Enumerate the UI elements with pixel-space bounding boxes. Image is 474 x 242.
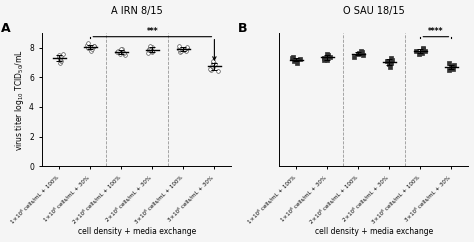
Point	[209, 59, 216, 63]
Point	[383, 59, 390, 63]
Point	[207, 67, 214, 70]
Point	[421, 50, 428, 53]
Title: A IRN 8/15: A IRN 8/15	[111, 6, 163, 15]
Point	[87, 49, 95, 53]
Point	[56, 58, 64, 61]
Point	[419, 47, 427, 51]
Point	[180, 48, 188, 52]
Point	[448, 64, 456, 68]
Point	[120, 51, 128, 55]
Point	[55, 53, 63, 57]
Point	[144, 51, 152, 55]
Point	[113, 50, 121, 54]
Point	[114, 50, 121, 53]
Point	[209, 61, 216, 65]
Text: A: A	[0, 22, 10, 35]
Point	[59, 53, 67, 56]
Point	[296, 57, 303, 61]
Point	[145, 47, 153, 51]
X-axis label: cell density + media exchange: cell density + media exchange	[315, 227, 433, 236]
Point	[56, 61, 64, 65]
Point	[357, 50, 365, 53]
Point	[320, 58, 328, 61]
Point	[90, 44, 98, 47]
Point	[84, 41, 91, 45]
Point	[385, 62, 393, 66]
Point	[324, 53, 332, 57]
Point	[146, 44, 154, 48]
Point	[83, 43, 91, 47]
Point	[57, 54, 64, 58]
Point	[121, 53, 129, 57]
Point	[288, 56, 295, 60]
Point	[56, 56, 64, 60]
Point	[182, 50, 190, 53]
Point	[445, 68, 452, 72]
Point	[291, 59, 298, 63]
Point	[210, 65, 217, 69]
Point	[85, 46, 92, 50]
Point	[356, 51, 363, 55]
Point	[57, 59, 65, 63]
Point	[146, 46, 154, 50]
Point	[350, 55, 357, 59]
X-axis label: cell density + media exchange: cell density + media exchange	[78, 227, 196, 236]
Point	[327, 55, 334, 59]
Point	[175, 44, 183, 48]
Point	[449, 67, 457, 70]
Point	[208, 68, 215, 72]
Point	[320, 56, 328, 60]
Point	[89, 47, 96, 51]
Point	[413, 49, 420, 53]
Point	[292, 58, 300, 61]
Point	[87, 45, 94, 49]
Y-axis label: virus titer log$_{10}$ TCID$_{50}$/mL: virus titer log$_{10}$ TCID$_{50}$/mL	[13, 49, 26, 151]
Text: B: B	[237, 22, 247, 35]
Point	[116, 52, 124, 56]
Point	[209, 64, 216, 68]
Point	[176, 50, 184, 54]
Point	[183, 45, 191, 49]
Point	[214, 69, 221, 73]
Point	[148, 45, 155, 49]
Point	[359, 53, 366, 57]
Point	[177, 49, 185, 53]
Point	[415, 52, 423, 56]
Text: ***: ***	[146, 27, 158, 36]
Point	[148, 49, 156, 53]
Point	[388, 58, 396, 61]
Point	[445, 61, 452, 65]
Point	[418, 51, 426, 55]
Point	[387, 61, 395, 65]
Point	[148, 50, 156, 54]
Point	[388, 56, 395, 60]
Text: ****: ****	[428, 27, 444, 36]
Point	[354, 52, 362, 56]
Point	[90, 44, 98, 48]
Point	[175, 47, 182, 51]
Point	[387, 65, 394, 69]
Point	[358, 50, 365, 54]
Point	[118, 47, 126, 51]
Point	[117, 47, 124, 51]
Point	[450, 63, 457, 67]
Point	[183, 46, 191, 50]
Point	[145, 48, 153, 52]
Point	[211, 62, 219, 66]
Point	[289, 55, 297, 59]
Point	[323, 53, 331, 56]
Point	[323, 58, 330, 62]
Point	[419, 46, 427, 50]
Point	[293, 61, 301, 65]
Title: O SAU 18/15: O SAU 18/15	[343, 6, 405, 15]
Point	[447, 66, 455, 70]
Point	[55, 55, 63, 59]
Point	[118, 49, 126, 53]
